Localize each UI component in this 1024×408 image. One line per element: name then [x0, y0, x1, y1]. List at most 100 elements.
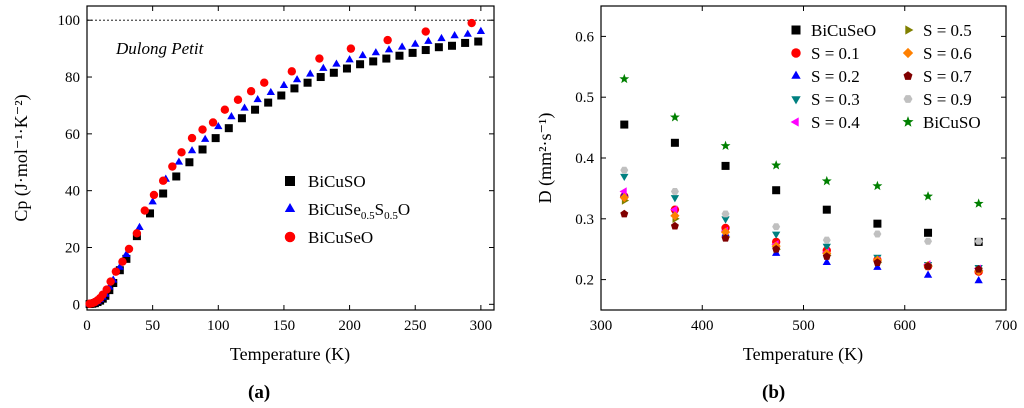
- data-point: [873, 258, 882, 266]
- legend-item-BiCuSO: BiCuSO: [902, 113, 981, 132]
- data-point: [822, 243, 831, 251]
- legend-item-S = 0.3: S = 0.3: [791, 90, 860, 109]
- chart-a-y-tick-label: 60: [65, 127, 80, 143]
- data-point: [620, 166, 629, 174]
- legend-label: BiCuSO: [923, 113, 981, 132]
- data-point: [873, 262, 882, 270]
- data-point: [316, 73, 325, 82]
- legend-marker: [285, 176, 295, 186]
- data-point: [383, 35, 392, 45]
- data-point: [974, 276, 983, 284]
- chart-b-legend: BiCuSeO S = 0.1 S = 0.2 S = 0.3 S = 0.4 S = 0…: [790, 21, 981, 132]
- data-point: [463, 29, 472, 37]
- data-point: [158, 176, 168, 185]
- data-point: [369, 57, 378, 66]
- data-point: [873, 219, 882, 228]
- legend-label: BiCuSeO: [811, 21, 876, 40]
- data-point: [148, 197, 157, 205]
- data-point: [124, 244, 134, 254]
- chart-b-x-ticks: 300 400 500 600 700: [590, 6, 1017, 334]
- data-point: [371, 48, 380, 56]
- data-point: [208, 118, 218, 127]
- data-point: [670, 187, 679, 195]
- data-point: [397, 42, 407, 50]
- legend-marker: [791, 48, 801, 58]
- chart-a-annotation: Dulong Petit: [115, 39, 205, 58]
- data-point: [106, 277, 115, 286]
- data-point: [721, 234, 730, 242]
- chart-a-x-tick-label: 50: [145, 318, 160, 334]
- chart-a-x-tick-label: 200: [338, 318, 361, 334]
- data-point: [467, 18, 476, 28]
- data-point: [772, 231, 781, 239]
- legend-item-BiCuSe0.5S0.5O: BiCuSe0.5S0.5O: [284, 200, 410, 222]
- legend-label: BiCuSO: [308, 172, 366, 191]
- data-point: [923, 270, 933, 278]
- legend-marker: [902, 47, 914, 59]
- series-BiCuSO: [619, 73, 984, 208]
- data-point: [198, 125, 207, 134]
- data-point: [822, 236, 831, 244]
- data-point: [437, 33, 446, 42]
- data-point: [974, 265, 983, 273]
- data-point: [168, 162, 177, 171]
- data-point: [358, 50, 367, 59]
- series-S = 0.9: [620, 166, 983, 245]
- chart-b: 300 400 500 600 700 0.2 0.3 0.4 0.5 0.6 Temperat…: [535, 5, 1017, 403]
- chart-a-x-tick-label: 0: [83, 318, 91, 334]
- data-point: [211, 134, 220, 143]
- legend-label: S = 0.7: [923, 67, 972, 86]
- chart-a-y-tick-label: 100: [58, 13, 81, 29]
- data-point: [424, 36, 433, 44]
- chart-b-y-tick-label: 0.3: [575, 212, 594, 228]
- data-point: [670, 138, 679, 147]
- data-point: [670, 211, 680, 221]
- legend-item-BiCuSO: BiCuSO: [285, 172, 366, 191]
- series-BiCuSO: [85, 37, 483, 309]
- data-point: [924, 228, 933, 237]
- data-point: [772, 223, 781, 231]
- chart-b-x-tick-label: 300: [590, 318, 613, 334]
- panel-label-b: (b): [762, 382, 785, 403]
- data-point: [670, 205, 678, 214]
- legend-label: S = 0.6: [923, 44, 972, 63]
- chart-a-x-tick-label: 150: [273, 318, 296, 334]
- data-point: [260, 78, 269, 87]
- chart-a: 0 50 100 150 200 250 300 0 20 40 60 80 100 Dulong P…: [11, 5, 495, 403]
- data-point: [177, 148, 186, 157]
- chart-b-x-axis-label: Temperature (K): [743, 344, 863, 365]
- legend-marker: [903, 71, 913, 80]
- chart-b-x-tick-label: 400: [691, 318, 714, 334]
- data-point: [620, 173, 629, 182]
- data-point: [395, 51, 404, 60]
- data-point: [924, 262, 933, 270]
- data-point: [973, 198, 984, 208]
- data-point: [356, 60, 365, 69]
- chart-b-y-tick-label: 0.2: [575, 273, 594, 289]
- data-point: [251, 105, 260, 114]
- data-point: [240, 103, 249, 111]
- data-point: [822, 205, 831, 214]
- chart-a-frame: [86, 5, 495, 311]
- chart-b-y-tick-label: 0.4: [575, 151, 594, 167]
- data-point: [332, 59, 341, 67]
- chart-b-y-tick-label: 0.5: [575, 90, 594, 106]
- data-point: [319, 63, 328, 71]
- data-point: [111, 267, 121, 276]
- data-point: [172, 172, 181, 181]
- data-point: [872, 180, 883, 191]
- data-point: [821, 175, 832, 186]
- data-point: [721, 216, 730, 224]
- chart-a-x-tick-label: 300: [470, 318, 493, 334]
- data-point: [135, 222, 144, 231]
- chart-b-y-axis-label: D (mm²·s⁻¹): [535, 113, 556, 204]
- chart-b-x-tick-label: 600: [894, 318, 917, 334]
- data-point: [198, 145, 207, 154]
- data-point: [149, 190, 159, 200]
- legend-item-BiCuSeO: BiCuSeO: [284, 228, 373, 247]
- legend-label: BiCuSeO: [308, 228, 373, 247]
- data-point: [329, 68, 338, 77]
- data-point: [720, 140, 731, 151]
- data-point: [122, 254, 131, 263]
- legend-label: S = 0.5: [923, 21, 972, 40]
